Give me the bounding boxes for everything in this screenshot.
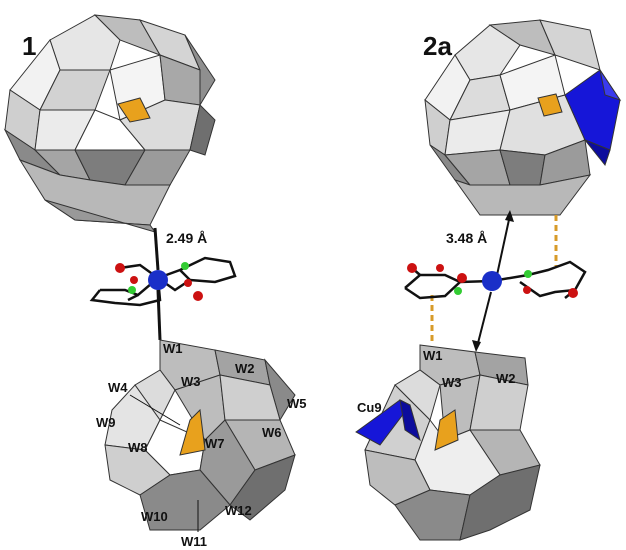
atom-label-w11: W11 <box>181 534 207 549</box>
distance-arrows-2a <box>472 210 514 352</box>
atom-label-w3: W3 <box>181 374 201 389</box>
atom-label-w7: W7 <box>205 436 225 451</box>
atom-label-w8: W8 <box>128 440 148 455</box>
atom-label-w5: W5 <box>287 396 307 411</box>
metal-complex-1 <box>89 256 237 307</box>
panel-2a: 2a 3.48 Å <box>355 19 622 541</box>
atom-label-w12: W12 <box>225 503 252 518</box>
atom-label-w6: W6 <box>262 425 282 440</box>
atom-label-2a-w2: W2 <box>496 371 516 386</box>
atom-label-w1: W1 <box>163 341 183 356</box>
bottom-cluster-2a <box>355 344 541 541</box>
panel-label-1: 1 <box>22 31 36 61</box>
atom-label-2a-w3: W3 <box>442 375 462 390</box>
atom-label-w2: W2 <box>235 361 255 376</box>
top-cluster-1 <box>3 14 216 233</box>
top-cluster-2a <box>424 19 622 216</box>
atom-label-2a-w1: W1 <box>423 348 443 363</box>
bottom-cluster-1 <box>104 339 296 531</box>
atom-label-w9: W9 <box>96 415 116 430</box>
distance-label-2a: 3.48 Å <box>446 230 487 246</box>
atom-label-w10: W10 <box>141 509 168 524</box>
atom-label-cu9: Cu9 <box>357 400 382 415</box>
atom-label-w4: W4 <box>108 380 128 395</box>
panel-1: 1 2.49 Å <box>3 14 307 549</box>
metal-complex-2a <box>404 260 587 300</box>
panel-label-2a: 2a <box>423 31 452 61</box>
distance-label-1: 2.49 Å <box>166 230 207 246</box>
